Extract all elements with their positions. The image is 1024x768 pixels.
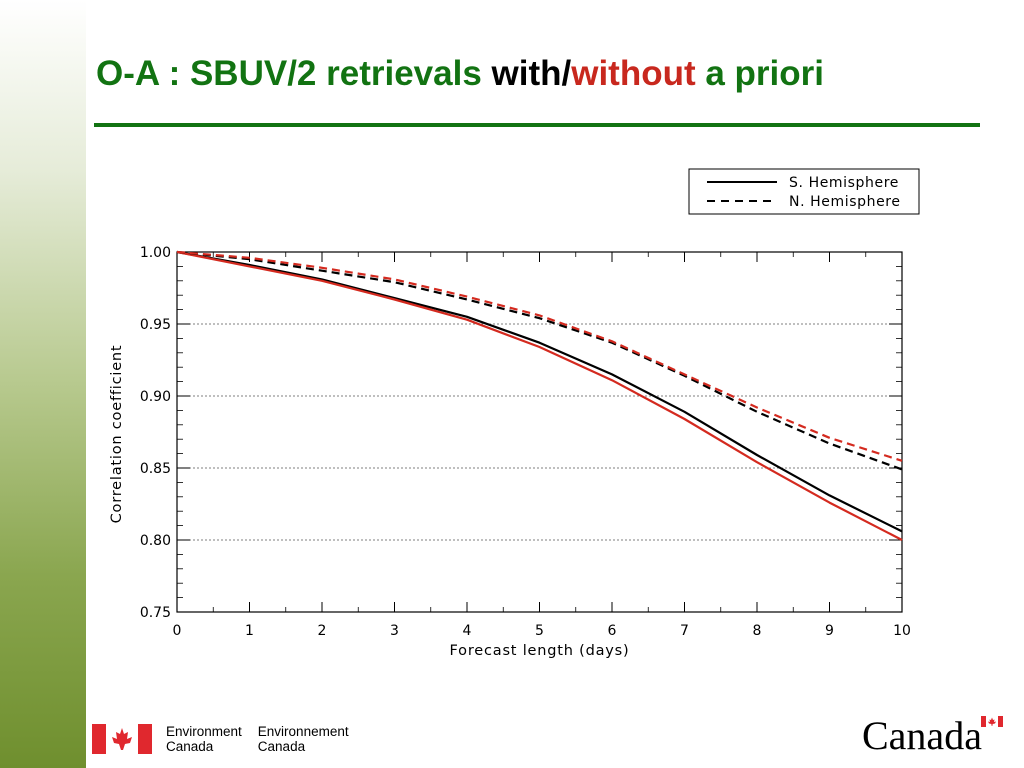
canada-wordmark: Canada [862,712,1007,756]
y-tick-label-2: 0.85 [140,461,171,477]
slide-title: O-A : SBUV/2 retrievals with/without a p… [96,52,824,96]
x-tick-label-1: 1 [245,623,254,639]
x-tick-label-4: 4 [463,623,472,639]
canada-flag-small-icon [981,716,1003,727]
y-tick-label-0: 0.75 [140,605,171,621]
legend-box [688,168,920,215]
x-tick-label-2: 2 [318,623,327,639]
canada-wordmark-text: Canada [862,713,982,758]
department-name-english: Environment Canada [166,724,242,754]
title-underline [94,123,980,127]
x-tick-label-0: 0 [173,623,182,639]
series-line-0 [176,250,903,533]
series-line-3 [176,250,903,462]
x-tick-label-6: 6 [608,623,617,639]
x-tick-label-7: 7 [680,623,689,639]
decorative-side-bar [0,0,86,768]
series-line-1 [176,250,903,541]
x-tick-label-10: 10 [893,623,911,639]
series-line-2 [176,250,903,471]
title-text-main: O-A : SBUV/2 retrievals [96,54,492,93]
y-tick-label-3: 0.90 [140,389,171,405]
canada-flag-icon [92,724,152,754]
x-tick-label-5: 5 [535,623,544,639]
y-tick-label-1: 0.80 [140,533,171,549]
legend-label-0: S. Hemisphere [789,175,899,191]
title-text-end: a priori [695,54,825,93]
title-word-without: without [571,54,696,93]
x-tick-label-9: 9 [825,623,834,639]
x-tick-label-8: 8 [753,623,762,639]
y-tick-label-4: 0.95 [140,317,171,333]
title-slash: / [561,54,572,93]
y-axis-label: Correlation coefficient [109,345,125,524]
x-axis-label: Forecast length (days) [450,643,630,659]
y-tick-label-5: 1.00 [140,245,171,261]
department-name-french: Environnement Canada [257,724,349,754]
legend-label-1: N. Hemisphere [789,194,901,210]
footer-department-signature: Environment Canada Environnement Canada [92,722,349,756]
plot-frame [176,251,903,613]
line-chart: 0.75 0.80 0.85 0.90 0.95 1.00 0 1 2 3 4 5 6 7 8 9 10 Fore… [109,168,920,659]
x-tick-label-3: 3 [390,623,399,639]
title-word-with: with [491,54,562,93]
